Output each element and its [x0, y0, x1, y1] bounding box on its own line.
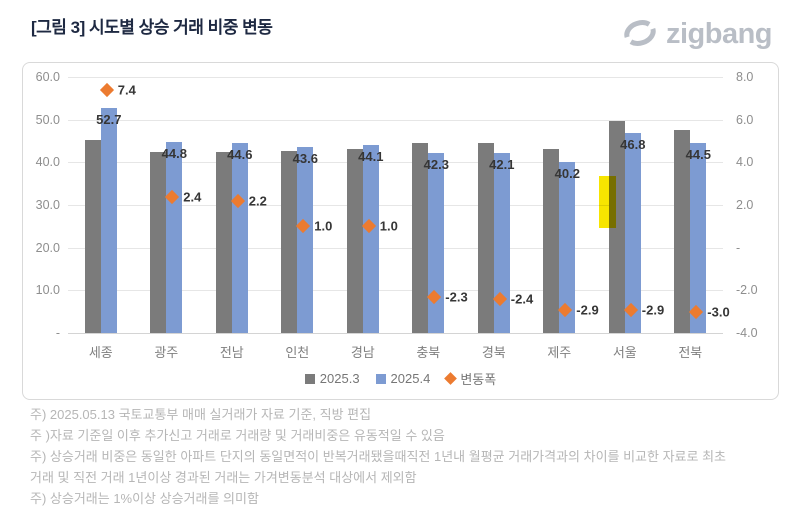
change-value-label: -2.9: [576, 302, 599, 317]
change-value-label: -2.9: [641, 302, 665, 317]
bar-2025-4: [624, 133, 641, 333]
change-value-label: 1.0: [379, 218, 398, 234]
left-axis-tick-label: -: [55, 326, 60, 340]
bar-value-label: 44.6: [227, 146, 253, 162]
x-axis-category-label: 전남: [219, 345, 244, 360]
left-axis-tick-label: 60.0: [35, 70, 60, 84]
right-axis-tick-label: -: [736, 240, 741, 255]
right-axis-tick-label: 2.0: [736, 198, 754, 212]
bar-2025-4: [166, 141, 183, 333]
x-axis-category-label: 광주: [154, 345, 179, 360]
bar-2025-3: [281, 151, 298, 333]
left-axis-tick-label: 50.0: [35, 112, 60, 127]
zigbang-logo: zigbang: [621, 15, 773, 54]
gridline: [68, 77, 723, 78]
x-axis-category-label: 충북: [416, 345, 441, 360]
left-axis-tick-label: 20.0: [35, 240, 60, 255]
chart-legend: 2025.3 2025.4 변동폭: [23, 369, 778, 388]
bar-value-label: 42.1: [489, 157, 515, 173]
footnote-line: 거래 및 직전 거래 1년이상 경과된 거래는 가겨변동분석 대상에서 제외함: [30, 470, 417, 485]
gridline: [68, 205, 723, 206]
bar-2025-3: [346, 149, 363, 333]
x-axis-category-label: 전북: [678, 345, 703, 360]
legend-swatch-square: [375, 373, 386, 384]
x-axis-category-label: 제주: [547, 345, 572, 360]
bar-value-label: 52.7: [96, 112, 122, 128]
footnote-line: 주) 2025.05.13 국토교통부 매매 실거래가 자료 기준, 직방 편집: [30, 407, 372, 422]
legend-label: 2025.4: [390, 371, 431, 386]
bar-2025-4: [231, 142, 248, 333]
bar-2025-4: [100, 108, 117, 333]
bar-2025-3: [543, 149, 560, 333]
bar-2025-3: [215, 152, 232, 333]
x-axis-category-label: 경남: [350, 345, 375, 360]
bar-2025-3: [84, 139, 101, 333]
bar-2025-4: [362, 144, 379, 333]
legend-label: 2025.3: [319, 371, 360, 386]
change-value-label: -2.3: [445, 289, 468, 305]
gridline: [68, 162, 723, 164]
x-axis-category-label: 서울: [612, 345, 637, 360]
change-value-label: -2.4: [510, 291, 534, 307]
x-axis-category-label: 세종: [88, 345, 113, 360]
change-diamond-marker: [99, 82, 114, 97]
bar-value-label: 46.8: [620, 137, 646, 153]
left-axis-tick-label: 40.0: [35, 155, 60, 170]
x-axis-category-label: 인천: [285, 345, 310, 360]
gridline: [68, 247, 723, 249]
left-axis-tick-label: 10.0: [35, 283, 60, 298]
gridline: [68, 290, 723, 292]
footnote-line: 주) 상승거래 비중은 동일한 아파트 단지의 동일면적이 반복거래됐을때직전 …: [30, 449, 727, 464]
bar-value-label: 43.6: [292, 151, 318, 166]
change-value-label: 2.4: [183, 189, 202, 204]
bar-value-label: 42.3: [423, 156, 449, 172]
right-axis-tick-label: 4.0: [736, 155, 754, 170]
bar-2025-4: [690, 143, 707, 333]
bar-2025-4: [428, 152, 445, 333]
footnotes: 주) 2025.05.13 국토교통부 매매 실거래가 자료 기준, 직방 편집…: [30, 404, 780, 509]
legend-label: 변동폭: [460, 372, 497, 387]
footnote-line: 주) 상승거래는 1%이상 상승거래를 의미함: [30, 491, 259, 506]
highlight-annotation: [598, 176, 616, 228]
bar-value-label: 40.2: [554, 165, 580, 181]
bar-value-label: 44.8: [161, 145, 187, 161]
left-axis-tick-label: 30.0: [35, 198, 60, 212]
bar-2025-4: [493, 153, 510, 333]
bar-2025-3: [150, 152, 167, 333]
legend-swatch-square: [304, 373, 315, 384]
footnote-line: 주 )자료 기준일 이후 추가신고 거래로 거래량 및 거래비중은 유동적일 수…: [30, 428, 445, 443]
change-value-label: -3.0: [707, 304, 730, 320]
right-axis-tick-label: -2.0: [736, 283, 758, 298]
x-axis-category-label: 경북: [481, 345, 506, 360]
legend-swatch-diamond: [444, 372, 458, 385]
bar-2025-4: [297, 147, 314, 333]
zigbang-logo-text: zigbang: [665, 18, 773, 50]
bar-value-label: 44.1: [358, 148, 384, 164]
legend-item: 변동폭: [444, 369, 497, 388]
zigbang-loop-icon: [621, 15, 659, 54]
bar-2025-3: [608, 120, 625, 333]
change-value-label: 7.4: [117, 82, 136, 98]
right-axis-tick-label: 6.0: [736, 112, 754, 127]
bar-2025-3: [477, 143, 494, 333]
right-axis-tick-label: 8.0: [736, 70, 754, 84]
chart-panel: 60.0 8.0 50.0 6.0 40.0 4.0 30.0 2.0 20.0-10.0 -2.…: [22, 62, 779, 400]
plot-area: 60.0 8.0 50.0 6.0 40.0 4.0 30.0 2.0 20.0-10.0 -2.…: [23, 63, 778, 399]
gridline: [68, 333, 723, 334]
bar-value-label: 44.5: [685, 147, 711, 163]
bar-2025-4: [559, 161, 576, 333]
page-title: [그림 3] 시도별 상승 거래 비중 변동: [31, 18, 273, 37]
gridline: [68, 119, 723, 121]
bar-2025-3: [412, 142, 429, 333]
bar-2025-3: [674, 130, 691, 333]
change-value-label: 2.2: [248, 193, 267, 209]
right-axis-tick-label: -4.0: [736, 326, 758, 340]
legend-item: 2025.3: [304, 371, 360, 386]
legend-item: 2025.4: [375, 371, 431, 386]
change-value-label: 1.0: [314, 218, 333, 234]
